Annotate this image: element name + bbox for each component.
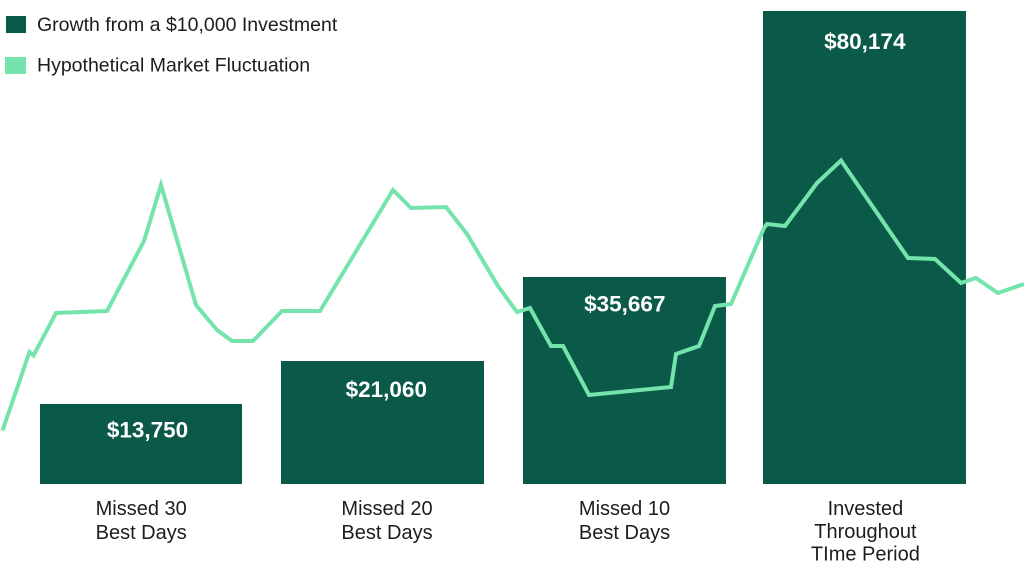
- svg-text:Growth from a $10,000 Investme: Growth from a $10,000 Investment: [37, 14, 338, 36]
- svg-text:TIme Period: TIme Period: [811, 544, 920, 566]
- svg-text:$21,060: $21,060: [346, 377, 427, 402]
- svg-text:Best Days: Best Days: [341, 522, 432, 544]
- svg-text:Missed 20: Missed 20: [341, 498, 432, 520]
- svg-text:Hypothetical Market Fluctuatio: Hypothetical Market Fluctuation: [37, 55, 310, 77]
- svg-text:$13,750: $13,750: [107, 417, 188, 442]
- svg-text:Invested: Invested: [828, 498, 904, 520]
- svg-text:$35,667: $35,667: [584, 292, 665, 317]
- svg-text:Best Days: Best Days: [96, 522, 187, 544]
- svg-text:Throughout: Throughout: [814, 521, 917, 543]
- svg-text:Best Days: Best Days: [579, 522, 670, 544]
- svg-text:Missed 10: Missed 10: [579, 498, 670, 520]
- svg-text:Missed 30: Missed 30: [96, 498, 187, 520]
- svg-text:$80,174: $80,174: [824, 29, 906, 54]
